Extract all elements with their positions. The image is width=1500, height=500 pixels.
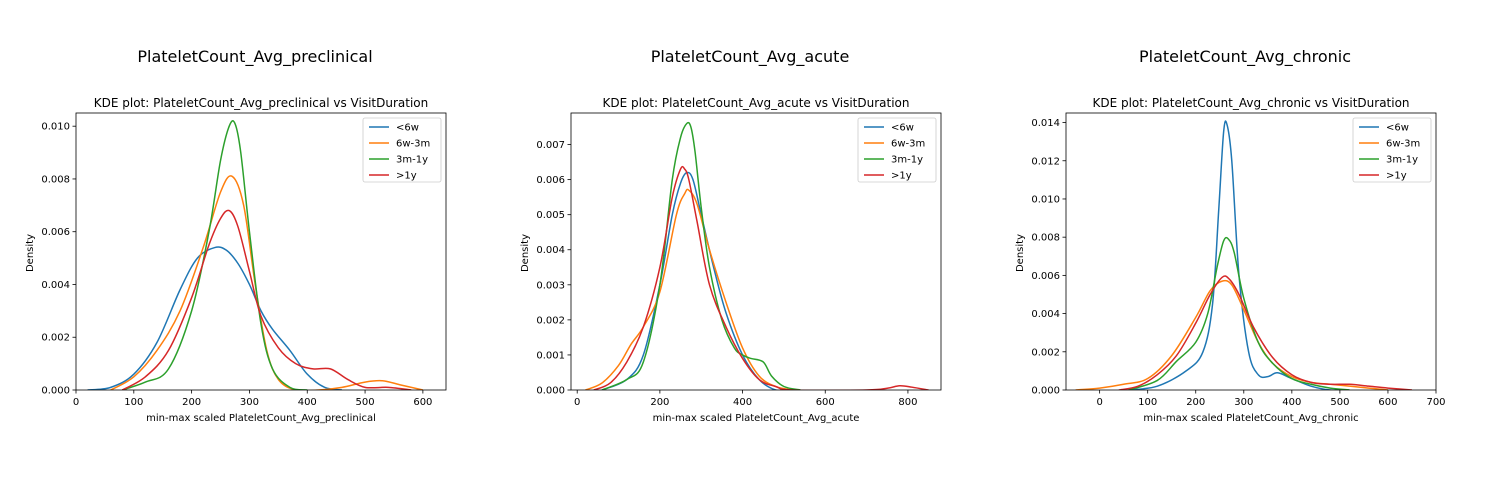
kde-line-3m-1y [122, 120, 308, 390]
y-tick-label: 0.003 [536, 280, 565, 291]
y-tick-label: 0.002 [41, 333, 70, 344]
legend: <6w 6w-3m 3m-1y >1y [1352, 117, 1432, 183]
x-tick-label: 200 [650, 397, 669, 408]
x-tick-label: 500 [356, 397, 375, 408]
y-axis-label: Density [25, 234, 36, 272]
kde-line->1y [1118, 275, 1413, 390]
x-tick-label: 0 [574, 397, 580, 408]
panel-title-3: PlateletCount_Avg_chronic [1139, 47, 1351, 67]
kde-line-6w-3m [585, 188, 793, 390]
axes-frame [570, 112, 942, 391]
x-tick-label: 0 [1096, 397, 1102, 408]
x-tick-label: 400 [733, 397, 752, 408]
x-tick-label: 200 [1186, 397, 1205, 408]
chart-title: KDE plot: PlateletCount_Avg_preclinical … [94, 96, 429, 110]
y-tick-label: 0.008 [1031, 233, 1060, 244]
legend: <6w 6w-3m 3m-1y >1y [857, 117, 937, 183]
panel-title-2: PlateletCount_Avg_acute [651, 47, 850, 67]
legend-label: >1y [1386, 171, 1407, 182]
x-tick-label: 200 [182, 397, 201, 408]
legend: <6w 6w-3m 3m-1y >1y [362, 117, 442, 183]
legend-box [1352, 117, 1432, 183]
legend-label: >1y [891, 171, 912, 182]
x-tick-label: 300 [240, 397, 259, 408]
legend-label: 3m-1y [396, 155, 428, 166]
y-tick-label: 0.004 [1031, 309, 1060, 320]
legend-label: 6w-3m [1386, 139, 1420, 150]
legend-label: <6w [891, 123, 914, 134]
y-tick-label: 0.008 [41, 174, 70, 185]
kde-line->1y [593, 165, 929, 390]
kde-chart-preclinical: KDE plot: PlateletCount_Avg_preclinical … [25, 96, 447, 424]
y-tick-label: 0.006 [1031, 271, 1060, 282]
kde-line-<6w [87, 246, 343, 390]
y-tick-label: 0.006 [536, 175, 565, 186]
legend-label: 3m-1y [1386, 155, 1418, 166]
kde-chart-acute: KDE plot: PlateletCount_Avg_acute vs Vis… [520, 96, 942, 424]
kde-line-3m-1y [601, 121, 801, 390]
chart-title: KDE plot: PlateletCount_Avg_chronic vs V… [1092, 96, 1409, 110]
legend-label: 6w-3m [891, 139, 925, 150]
y-axis-label: Density [1015, 234, 1026, 272]
y-tick-label: 0.002 [1031, 347, 1060, 358]
y-axis-label: Density [520, 234, 531, 272]
x-tick-label: 100 [1138, 397, 1157, 408]
y-tick-label: 0.010 [1031, 194, 1060, 205]
x-tick-label: 500 [1330, 397, 1349, 408]
axes-frame [1065, 112, 1437, 391]
legend-label: 6w-3m [396, 139, 430, 150]
x-tick-label: 100 [124, 397, 143, 408]
y-tick-label: 0.010 [41, 122, 70, 133]
x-tick-label: 400 [1282, 397, 1301, 408]
legend-box [857, 117, 937, 183]
legend-box [362, 117, 442, 183]
y-tick-label: 0.005 [536, 210, 565, 221]
chart-title: KDE plot: PlateletCount_Avg_acute vs Vis… [603, 96, 910, 110]
y-tick-label: 0.000 [41, 386, 70, 397]
axes-frame [75, 112, 447, 391]
x-tick-label: 600 [1378, 397, 1397, 408]
y-tick-label: 0.004 [41, 280, 70, 291]
y-tick-label: 0.002 [536, 315, 565, 326]
kde-line->1y [121, 209, 412, 390]
x-tick-label: 800 [898, 397, 917, 408]
x-axis-label: min-max scaled PlateletCount_Avg_preclin… [146, 413, 376, 424]
legend-label: <6w [396, 123, 419, 134]
y-tick-label: 0.012 [1031, 156, 1060, 167]
x-tick-label: 700 [1426, 397, 1445, 408]
y-tick-label: 0.000 [1031, 386, 1060, 397]
legend-label: >1y [396, 171, 417, 182]
y-tick-label: 0.007 [536, 140, 565, 151]
x-tick-label: 0 [73, 397, 79, 408]
x-tick-label: 300 [1234, 397, 1253, 408]
legend-label: 3m-1y [891, 155, 923, 166]
y-tick-label: 0.006 [41, 227, 70, 238]
panel-title-1: PlateletCount_Avg_preclinical [137, 47, 372, 67]
y-tick-label: 0.001 [536, 350, 565, 361]
legend-label: <6w [1386, 123, 1409, 134]
kde-chart-chronic: KDE plot: PlateletCount_Avg_chronic vs V… [1015, 96, 1446, 424]
y-tick-label: 0.000 [536, 386, 565, 397]
x-tick-label: 600 [816, 397, 835, 408]
x-tick-label: 600 [413, 397, 432, 408]
x-tick-label: 400 [298, 397, 317, 408]
x-axis-label: min-max scaled PlateletCount_Avg_acute [653, 413, 860, 424]
y-tick-label: 0.004 [536, 245, 565, 256]
x-axis-label: min-max scaled PlateletCount_Avg_chronic [1143, 413, 1358, 424]
y-tick-label: 0.014 [1031, 118, 1060, 129]
kde-line-3m-1y [1128, 236, 1350, 390]
